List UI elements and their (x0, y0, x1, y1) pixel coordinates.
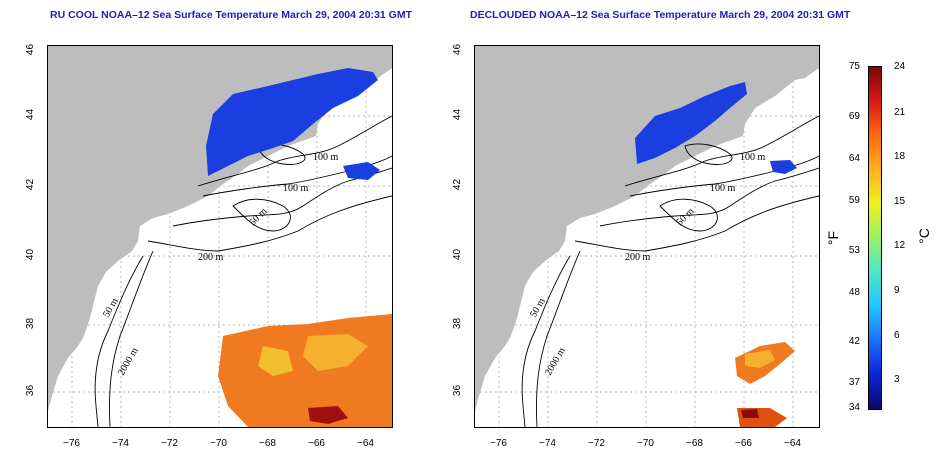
x-tick-label: −72 (161, 438, 178, 449)
y-tick-label: 46 (25, 43, 37, 56)
x-tick-label: −72 (588, 438, 605, 449)
left-map-title: RU COOL NOAA–12 Sea Surface Temperature … (50, 9, 413, 21)
x-tick-label: −76 (490, 438, 507, 449)
x-tick-label: −74 (112, 438, 129, 449)
x-tick-label: −66 (735, 438, 752, 449)
y-tick-label: 42 (452, 178, 464, 191)
y-tick-label: 36 (25, 384, 37, 397)
y-tick-label: 42 (25, 178, 37, 191)
f-tick-label: 34 (848, 402, 860, 413)
x-tick-label: −76 (63, 438, 80, 449)
x-tick-label: −70 (210, 438, 227, 449)
y-tick-label: 46 (452, 43, 464, 56)
x-tick-label: −74 (539, 438, 556, 449)
celsius-unit-label: °C (915, 228, 932, 244)
c-tick-label: 9 (894, 285, 900, 296)
right-map-canvas: 100 m 100 m 50 m 200 m 50 m 2000 m (475, 46, 819, 427)
c-tick-label: 15 (894, 196, 906, 207)
x-tick-label: −66 (308, 438, 325, 449)
contour-label: 2000 m (116, 346, 141, 378)
contour-label: 2000 m (543, 346, 568, 378)
right-map-title: DECLOUDED NOAA–12 Sea Surface Temperatur… (470, 9, 851, 21)
f-tick-label: 48 (848, 287, 860, 298)
f-tick-label: 69 (848, 111, 860, 122)
x-tick-label: −64 (784, 438, 801, 449)
contour-label: 100 m (313, 152, 339, 163)
x-tick-label: −68 (686, 438, 703, 449)
x-tick-label: −64 (357, 438, 374, 449)
contour-label: 100 m (283, 183, 309, 194)
contour-label: 50 m (674, 206, 696, 228)
cold-sst-patch (206, 68, 378, 176)
c-tick-label: 24 (894, 61, 906, 72)
fahrenheit-unit-label: °F (825, 230, 842, 246)
cold-sst-patch (635, 82, 747, 164)
y-tick-label: 36 (452, 384, 464, 397)
f-tick-label: 42 (848, 336, 860, 347)
temperature-colorbar (868, 66, 882, 410)
contour-label: 200 m (198, 252, 224, 263)
c-tick-label: 6 (894, 330, 900, 341)
f-tick-label: 53 (848, 245, 860, 256)
y-tick-label: 44 (452, 108, 464, 121)
x-tick-label: −68 (259, 438, 276, 449)
y-tick-label: 40 (25, 248, 37, 261)
f-tick-label: 64 (848, 153, 860, 164)
y-tick-label: 38 (25, 317, 37, 330)
contour-label: 200 m (625, 252, 651, 263)
land-mass (475, 46, 819, 411)
f-tick-label: 75 (848, 61, 860, 72)
y-tick-label: 38 (452, 317, 464, 330)
x-tick-label: −70 (637, 438, 654, 449)
contour-label: 100 m (740, 152, 766, 163)
f-tick-label: 59 (848, 195, 860, 206)
contour-label: 100 m (710, 183, 736, 194)
land-mass (48, 46, 392, 411)
right-sst-map: 100 m 100 m 50 m 200 m 50 m 2000 m (474, 45, 820, 428)
y-tick-label: 40 (452, 248, 464, 261)
contour-label: 50 m (247, 206, 269, 228)
f-tick-label: 37 (848, 377, 860, 388)
c-tick-label: 12 (894, 240, 906, 251)
bathymetry-contours (521, 115, 819, 427)
left-map-canvas: 100 m 100 m 50 m 200 m 50 m 2000 m (48, 46, 392, 427)
c-tick-label: 3 (894, 374, 900, 385)
colorbar-gradient (869, 67, 881, 409)
c-tick-label: 21 (894, 107, 906, 118)
warm-sst-patch (218, 314, 392, 427)
c-tick-label: 18 (894, 151, 906, 162)
left-sst-map: 100 m 100 m 50 m 200 m 50 m 2000 m (47, 45, 393, 428)
y-tick-label: 44 (25, 108, 37, 121)
